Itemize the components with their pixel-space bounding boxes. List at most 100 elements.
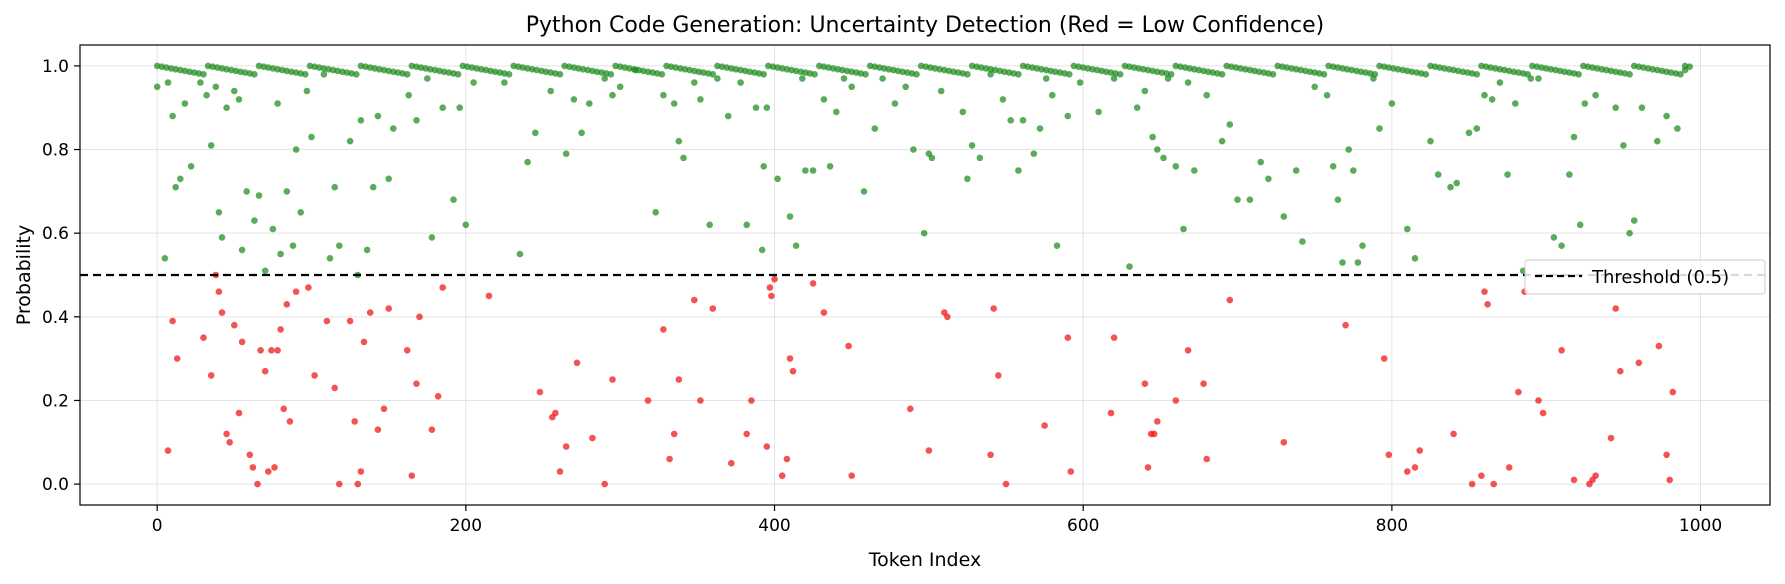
- data-point: [1311, 83, 1318, 91]
- data-point: [1404, 225, 1411, 233]
- data-point: [403, 71, 411, 78]
- data-point: [357, 117, 365, 124]
- data-point: [1669, 388, 1677, 396]
- data-point: [1468, 480, 1476, 488]
- data-point: [164, 447, 172, 454]
- data-point: [1226, 121, 1234, 128]
- data-point: [1184, 347, 1192, 354]
- data-point: [714, 75, 721, 82]
- data-point: [173, 355, 181, 362]
- data-point: [778, 472, 786, 480]
- data-point: [1184, 79, 1192, 86]
- data-point: [660, 91, 667, 99]
- data-point: [439, 104, 447, 111]
- data-point: [524, 158, 531, 166]
- data-point: [670, 430, 678, 438]
- data-point: [1411, 254, 1419, 262]
- data-point: [1576, 221, 1584, 229]
- x-tick-label: 400: [758, 516, 790, 536]
- data-point: [1434, 171, 1442, 178]
- data-point: [354, 480, 362, 488]
- data-point: [601, 480, 608, 488]
- data-point: [728, 459, 735, 467]
- x-tick-label: 200: [450, 516, 482, 536]
- data-point: [879, 75, 886, 82]
- data-point: [1019, 117, 1027, 124]
- data-point: [1686, 63, 1693, 70]
- data-point: [187, 163, 195, 170]
- data-point: [891, 100, 899, 107]
- data-point: [346, 317, 354, 325]
- data-point: [1246, 196, 1254, 203]
- data-point: [346, 137, 354, 145]
- data-point: [783, 455, 791, 463]
- data-points: [153, 62, 1693, 488]
- data-point: [292, 146, 300, 153]
- data-point: [680, 154, 687, 162]
- data-point: [760, 71, 767, 78]
- data-point: [1478, 472, 1485, 480]
- data-point: [197, 79, 204, 86]
- data-point: [763, 443, 771, 450]
- data-point: [303, 87, 311, 95]
- data-point: [1354, 259, 1362, 266]
- data-point: [501, 79, 508, 86]
- y-tick-label: 0.6: [42, 224, 69, 244]
- data-point: [1566, 171, 1573, 178]
- data-point: [257, 347, 264, 354]
- data-point: [752, 104, 760, 111]
- data-point: [454, 71, 462, 78]
- data-point: [1674, 125, 1681, 132]
- data-point: [1299, 238, 1306, 245]
- data-point: [251, 217, 258, 224]
- data-point: [1371, 71, 1379, 78]
- data-point: [920, 229, 928, 237]
- data-point: [243, 188, 250, 195]
- data-point: [1481, 288, 1488, 296]
- data-point: [1133, 104, 1141, 111]
- data-point: [1041, 422, 1048, 429]
- data-point: [845, 342, 852, 350]
- data-point: [709, 71, 717, 78]
- data-point: [1473, 125, 1481, 132]
- data-point: [1630, 217, 1638, 224]
- data-point: [532, 129, 539, 137]
- data-point: [1496, 79, 1504, 86]
- data-point: [616, 83, 624, 91]
- data-point: [1342, 321, 1349, 329]
- data-point: [1380, 355, 1388, 362]
- data-point: [833, 108, 840, 116]
- data-point: [1607, 434, 1615, 442]
- data-point: [246, 451, 254, 459]
- data-point: [200, 71, 207, 78]
- data-point: [964, 175, 971, 183]
- data-point: [1110, 334, 1118, 342]
- data-point: [1638, 104, 1646, 111]
- data-point: [1218, 71, 1226, 78]
- data-point: [320, 71, 328, 78]
- data-point: [995, 372, 1002, 379]
- data-point: [1257, 158, 1264, 166]
- data-point: [408, 472, 416, 480]
- data-point: [976, 154, 984, 162]
- data-point: [326, 254, 334, 262]
- data-point: [1535, 75, 1542, 82]
- data-point: [1064, 112, 1072, 120]
- data-point: [297, 209, 305, 216]
- data-point: [1191, 167, 1198, 174]
- y-tick-label: 0.4: [42, 308, 69, 328]
- data-point: [351, 418, 359, 425]
- data-point: [928, 154, 936, 162]
- data-point: [1411, 464, 1419, 471]
- data-point: [1490, 480, 1497, 488]
- data-point: [609, 91, 616, 99]
- data-point: [1481, 91, 1488, 99]
- data-point: [1126, 263, 1133, 270]
- data-point: [670, 100, 678, 107]
- data-point: [405, 91, 413, 99]
- data-point: [1617, 367, 1624, 375]
- data-point: [789, 367, 797, 375]
- data-point: [1150, 430, 1158, 438]
- data-point: [1064, 334, 1072, 342]
- data-point: [556, 468, 564, 475]
